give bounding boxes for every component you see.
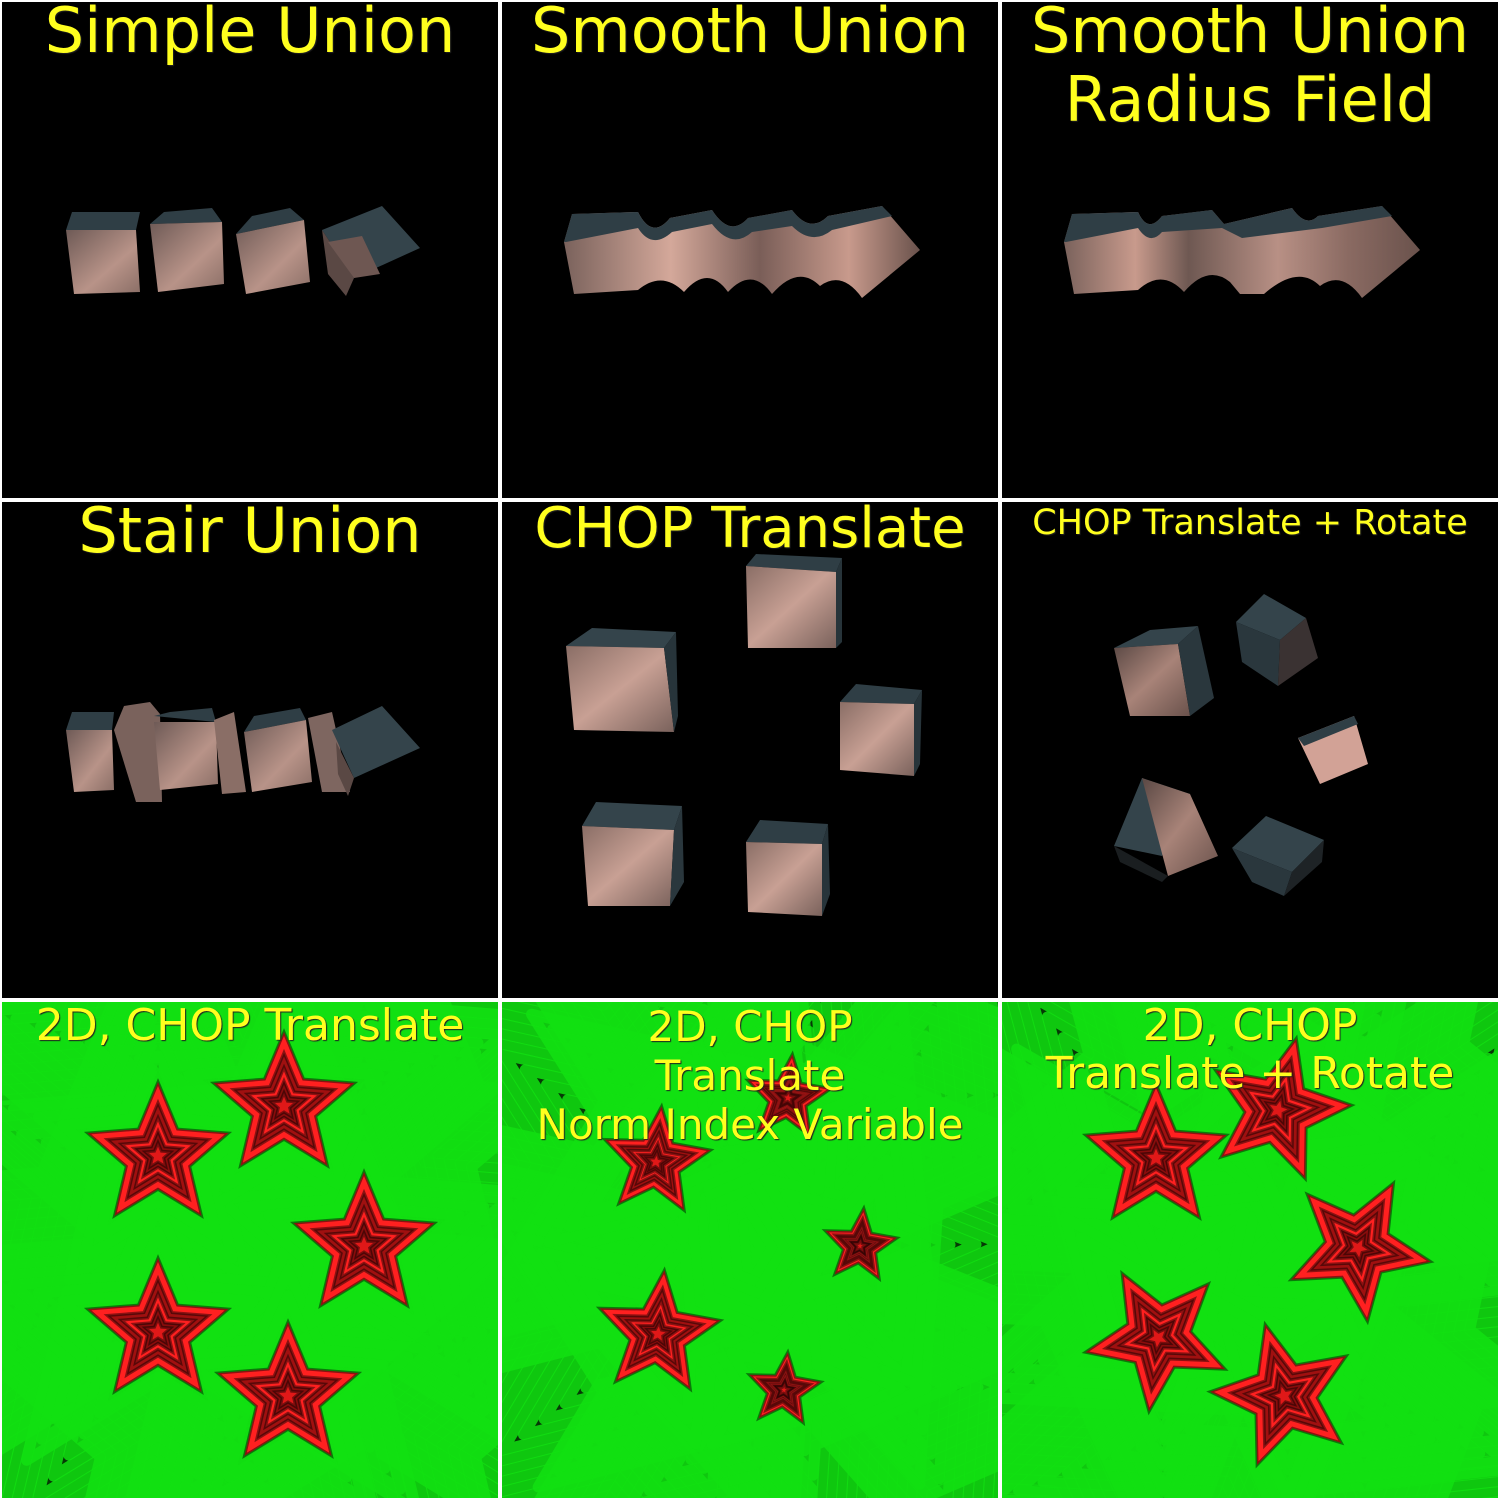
cube-1	[66, 212, 140, 294]
distance-rings	[2, 1002, 498, 1498]
cube-right-small	[1298, 716, 1368, 784]
distance-ring	[187, 1290, 389, 1483]
distance-ring	[1153, 1002, 1405, 1242]
cube-lower-right	[1232, 816, 1324, 896]
panel-title: 2D, CHOP Translate Norm Index Variable	[536, 1002, 964, 1150]
sdf-stars-render	[1002, 1002, 1498, 1498]
smooth-union-radius-render	[1064, 206, 1420, 298]
sdf-stars-render	[2, 1002, 498, 1498]
star-2	[744, 1050, 835, 1140]
panel-title: CHOP Translate	[534, 502, 966, 561]
chop-translate-rotate-render	[1114, 594, 1368, 896]
cube-2	[150, 208, 224, 292]
distance-ring	[213, 1088, 498, 1375]
distance-ring	[1159, 1286, 1411, 1498]
star-4	[595, 1266, 725, 1393]
distance-ring	[682, 1002, 916, 1219]
cube-top	[746, 554, 842, 648]
panel-smooth-union: Smooth Union	[502, 2, 998, 498]
star-3	[821, 1204, 901, 1283]
star-1	[1081, 1080, 1231, 1222]
star-5	[745, 1348, 825, 1427]
panel-title: Smooth Union Radius Field	[1030, 2, 1470, 137]
distance-ring	[726, 1323, 854, 1457]
star-2	[209, 1028, 359, 1170]
panel-title: Smooth Union	[530, 2, 970, 67]
panel-stair-union: Stair Union	[2, 502, 498, 998]
panel-simple-union: Simple Union	[2, 2, 498, 498]
panel-title: Simple Union	[44, 2, 456, 67]
cube-3	[236, 208, 310, 294]
distance-ring	[57, 1226, 259, 1419]
distance-ring	[1258, 1160, 1460, 1354]
cube-bottom-left	[582, 802, 684, 906]
distance-ring	[158, 1002, 410, 1214]
star-5	[1206, 1320, 1350, 1469]
distance-ring	[683, 1273, 906, 1498]
panel-chop-translate: CHOP Translate	[502, 502, 998, 998]
star-5	[213, 1318, 363, 1460]
distance-ring	[704, 1002, 890, 1195]
distance-ring	[725, 1025, 864, 1170]
panel-2d-norm-index: 2D, CHOP Translate Norm Index Variable	[502, 1002, 998, 1498]
distance-ring	[57, 1050, 259, 1243]
panel-chop-translate-rotate: CHOP Translate + Rotate	[1002, 502, 1498, 998]
sdf-stars-render	[502, 1002, 998, 1498]
star-2	[1212, 1034, 1356, 1183]
distance-ring	[32, 1200, 284, 1440]
panel-title: Stair Union	[78, 502, 422, 567]
distance-ring	[583, 1078, 744, 1246]
distance-ring	[183, 1002, 385, 1193]
distance-ring	[1233, 1138, 1485, 1380]
cube-right	[840, 684, 922, 776]
star-1	[601, 1102, 715, 1214]
cube-upper-right	[1236, 594, 1318, 686]
distance-ring	[578, 1242, 754, 1425]
panel-2d-translate-rotate: 2D, CHOP Translate + Rotate	[1002, 1002, 1498, 1498]
distance-ring	[536, 1192, 806, 1474]
distance-ring	[802, 1179, 930, 1313]
panel-title: 2D, CHOP Translate	[35, 1002, 465, 1051]
panel-title: 2D, CHOP Translate + Rotate	[1045, 1002, 1455, 1100]
cube-4	[322, 206, 420, 296]
cube-lower-left	[1114, 778, 1218, 882]
panel-title: CHOP Translate + Rotate	[1032, 503, 1468, 543]
star-4	[83, 1254, 233, 1396]
chop-translate-render	[566, 554, 922, 916]
distance-ring	[780, 1154, 956, 1337]
cube-bottom-right	[746, 820, 830, 916]
star-1	[83, 1078, 233, 1220]
star-4	[1081, 1269, 1229, 1416]
distance-ring	[1033, 1228, 1285, 1470]
panel-2d-chop-translate: 2D, CHOP Translate	[2, 1002, 498, 1498]
stair-union-render	[66, 702, 420, 802]
cube-left	[566, 628, 678, 732]
smooth-union-render	[564, 206, 920, 298]
simple-union-render	[66, 206, 420, 296]
cube-upper-left	[1114, 626, 1214, 716]
distance-ring	[238, 1114, 490, 1354]
star-3	[1287, 1179, 1435, 1326]
star-3	[289, 1168, 439, 1310]
distance-ring	[162, 1264, 414, 1498]
distance-ring	[759, 1129, 982, 1362]
panel-smooth-union-radius-field: Smooth Union Radius Field	[1002, 2, 1498, 498]
distance-ring	[557, 1217, 780, 1450]
distance-ring	[263, 1140, 465, 1333]
